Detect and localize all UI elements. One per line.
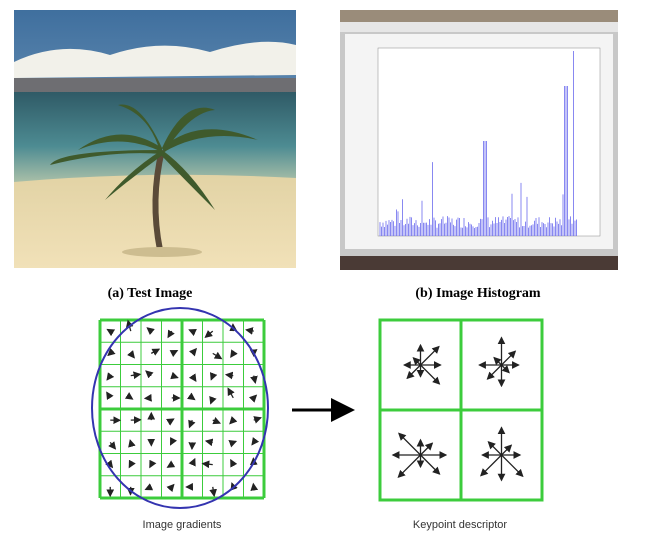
orientation-arrow	[421, 443, 433, 455]
gradient-arrow	[108, 353, 110, 355]
gradient-arrow	[146, 371, 151, 376]
gradient-arrow	[146, 487, 152, 490]
gradient-arrow	[252, 442, 254, 444]
orientation-arrow	[398, 455, 420, 477]
gradient-arrow	[168, 465, 172, 468]
gradient-arrow	[213, 353, 222, 358]
gradient-arrow	[231, 460, 233, 465]
orientation-arrow	[502, 455, 523, 476]
orientation-arrow	[502, 445, 512, 455]
gradient-arrow	[213, 420, 220, 423]
gradient-arrow	[231, 353, 233, 357]
gradient-arrow	[192, 349, 196, 354]
orientation-arrow	[399, 433, 421, 455]
gradient-arrow	[211, 376, 213, 380]
orientation-arrow	[421, 347, 439, 365]
gradient-arrow	[107, 392, 110, 397]
test-image	[14, 10, 296, 268]
gradient-arrow	[150, 465, 151, 468]
gradient-arrow	[192, 459, 195, 465]
gradient-arrow	[130, 440, 131, 442]
gradient-arrow	[226, 375, 233, 376]
gradient-arrow	[129, 465, 130, 468]
figure: (a) Test Image (b) Image Histogram Image…	[0, 0, 647, 535]
orientation-arrow	[421, 365, 440, 384]
gradient-arrow	[192, 376, 196, 381]
gradient-arrow	[232, 483, 233, 487]
orientation-arrow	[488, 365, 502, 379]
label-gradients: Image gradients	[143, 519, 222, 531]
gradient-arrow	[189, 330, 192, 331]
gradient-arrow	[131, 398, 133, 399]
gradient-arrow	[211, 398, 213, 404]
gradient-arrow	[172, 419, 174, 420]
gradient-arrow	[246, 330, 253, 331]
gradient-arrow	[205, 331, 212, 337]
caption-b: (b) Image Histogram	[415, 286, 541, 301]
label-descriptor: Keypoint descriptor	[413, 519, 507, 531]
orientation-arrow	[494, 358, 501, 365]
gradient-arrow	[108, 329, 111, 331]
descriptor-grid	[380, 320, 542, 500]
gradient-arrow	[233, 441, 236, 442]
gradient-arrow	[228, 389, 233, 398]
gradient-arrow	[131, 374, 140, 375]
gradient-arrow	[172, 376, 178, 378]
gradient-arrow	[254, 376, 256, 383]
orientation-arrow	[481, 455, 502, 476]
gradient-arrow	[203, 464, 213, 465]
gradient-arrow	[147, 328, 151, 331]
gradient-arrow	[171, 442, 172, 444]
gradient-arrow	[168, 331, 172, 337]
orientation-arrow	[488, 442, 501, 455]
orientation-arrow	[413, 358, 420, 365]
gradient-arrow	[107, 376, 110, 380]
gradient-grid	[100, 320, 264, 498]
caption-a: (a) Test Image	[108, 286, 193, 301]
gradient-arrow	[254, 395, 256, 397]
gradient-arrow	[189, 420, 192, 427]
orientation-arrow	[407, 365, 420, 378]
gradient-arrow	[192, 398, 194, 400]
gradient-arrow	[151, 349, 159, 353]
page: (a) Test Image (b) Image Histogram Image…	[0, 0, 647, 535]
gradient-arrow	[110, 442, 115, 448]
orientation-arrow	[502, 365, 510, 373]
histogram-screenshot	[340, 10, 618, 270]
gradient-arrow	[172, 485, 174, 487]
gradient-arrow	[131, 353, 134, 357]
gradient-arrow	[110, 465, 112, 468]
orientation-arrow	[502, 351, 516, 365]
gradient-arrow	[230, 420, 233, 423]
gradient-arrow	[213, 487, 214, 496]
gradient-arrow	[254, 418, 261, 420]
gradient-arrow	[206, 441, 213, 442]
gradient-arrow	[172, 351, 177, 354]
orientation-arrow	[421, 455, 440, 474]
